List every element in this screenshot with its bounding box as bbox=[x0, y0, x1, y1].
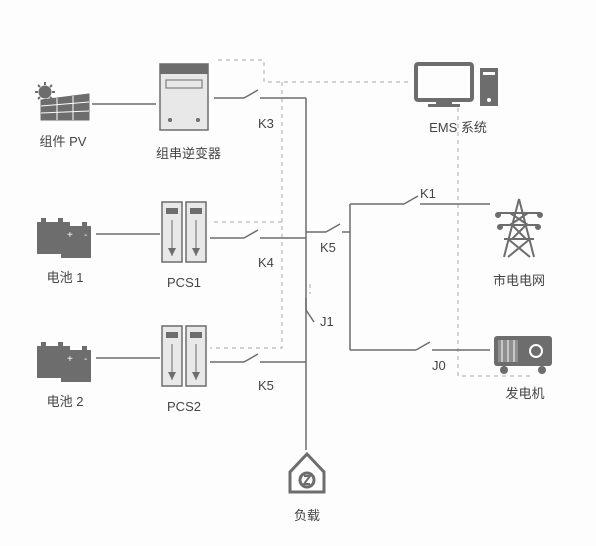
node-grid: 市电电网 bbox=[490, 195, 548, 289]
node-battery2: +- 电池 2 bbox=[35, 336, 95, 410]
switch-k5-bottom: K5 bbox=[258, 378, 274, 393]
node-pcs1: PCS1 bbox=[160, 200, 208, 290]
transmission-tower-icon bbox=[490, 195, 548, 261]
battery1-label: 电池 1 bbox=[35, 267, 95, 286]
switch-j0: J0 bbox=[432, 358, 446, 373]
load-label: 负载 bbox=[284, 505, 330, 524]
node-battery1: +- 电池 1 bbox=[35, 212, 95, 286]
node-inverter: 组串逆变器 bbox=[156, 62, 212, 162]
battery-icon: +- bbox=[35, 212, 95, 258]
svg-text:-: - bbox=[84, 354, 87, 365]
svg-text:-: - bbox=[84, 230, 87, 241]
solid-power-lines bbox=[92, 90, 490, 450]
generator-icon bbox=[490, 328, 560, 374]
computer-icon bbox=[408, 60, 508, 108]
pcs1-label: PCS1 bbox=[160, 275, 208, 290]
pcs-icon bbox=[160, 200, 208, 266]
solar-panel-icon bbox=[35, 82, 91, 122]
inverter-icon bbox=[156, 62, 212, 134]
ems-label: EMS 系统 bbox=[408, 117, 508, 136]
node-pcs2: PCS2 bbox=[160, 324, 208, 414]
generator-label: 发电机 bbox=[490, 383, 560, 402]
house-load-icon bbox=[284, 450, 330, 496]
pv-label: 组件 PV bbox=[35, 131, 91, 150]
node-generator: 发电机 bbox=[490, 328, 560, 402]
pcs2-label: PCS2 bbox=[160, 399, 208, 414]
power-system-diagram: 组件 PV 组串逆变器 EMS 系统 +- 电池 1 bbox=[0, 0, 596, 546]
switch-j1: J1 bbox=[320, 314, 334, 329]
switch-k5-top: K5 bbox=[320, 240, 336, 255]
svg-text:+: + bbox=[67, 354, 73, 365]
grid-label: 市电电网 bbox=[490, 270, 548, 289]
battery-icon: +- bbox=[35, 336, 95, 382]
pcs-icon bbox=[160, 324, 208, 390]
battery2-label: 电池 2 bbox=[35, 391, 95, 410]
node-ems: EMS 系统 bbox=[408, 60, 508, 136]
node-load: 负载 bbox=[284, 450, 330, 524]
node-pv: 组件 PV bbox=[35, 82, 91, 150]
switch-k4: K4 bbox=[258, 255, 274, 270]
inverter-label: 组串逆变器 bbox=[156, 143, 212, 162]
switch-k1: K1 bbox=[420, 186, 436, 201]
svg-text:+: + bbox=[67, 230, 73, 241]
switch-k3: K3 bbox=[258, 116, 274, 131]
